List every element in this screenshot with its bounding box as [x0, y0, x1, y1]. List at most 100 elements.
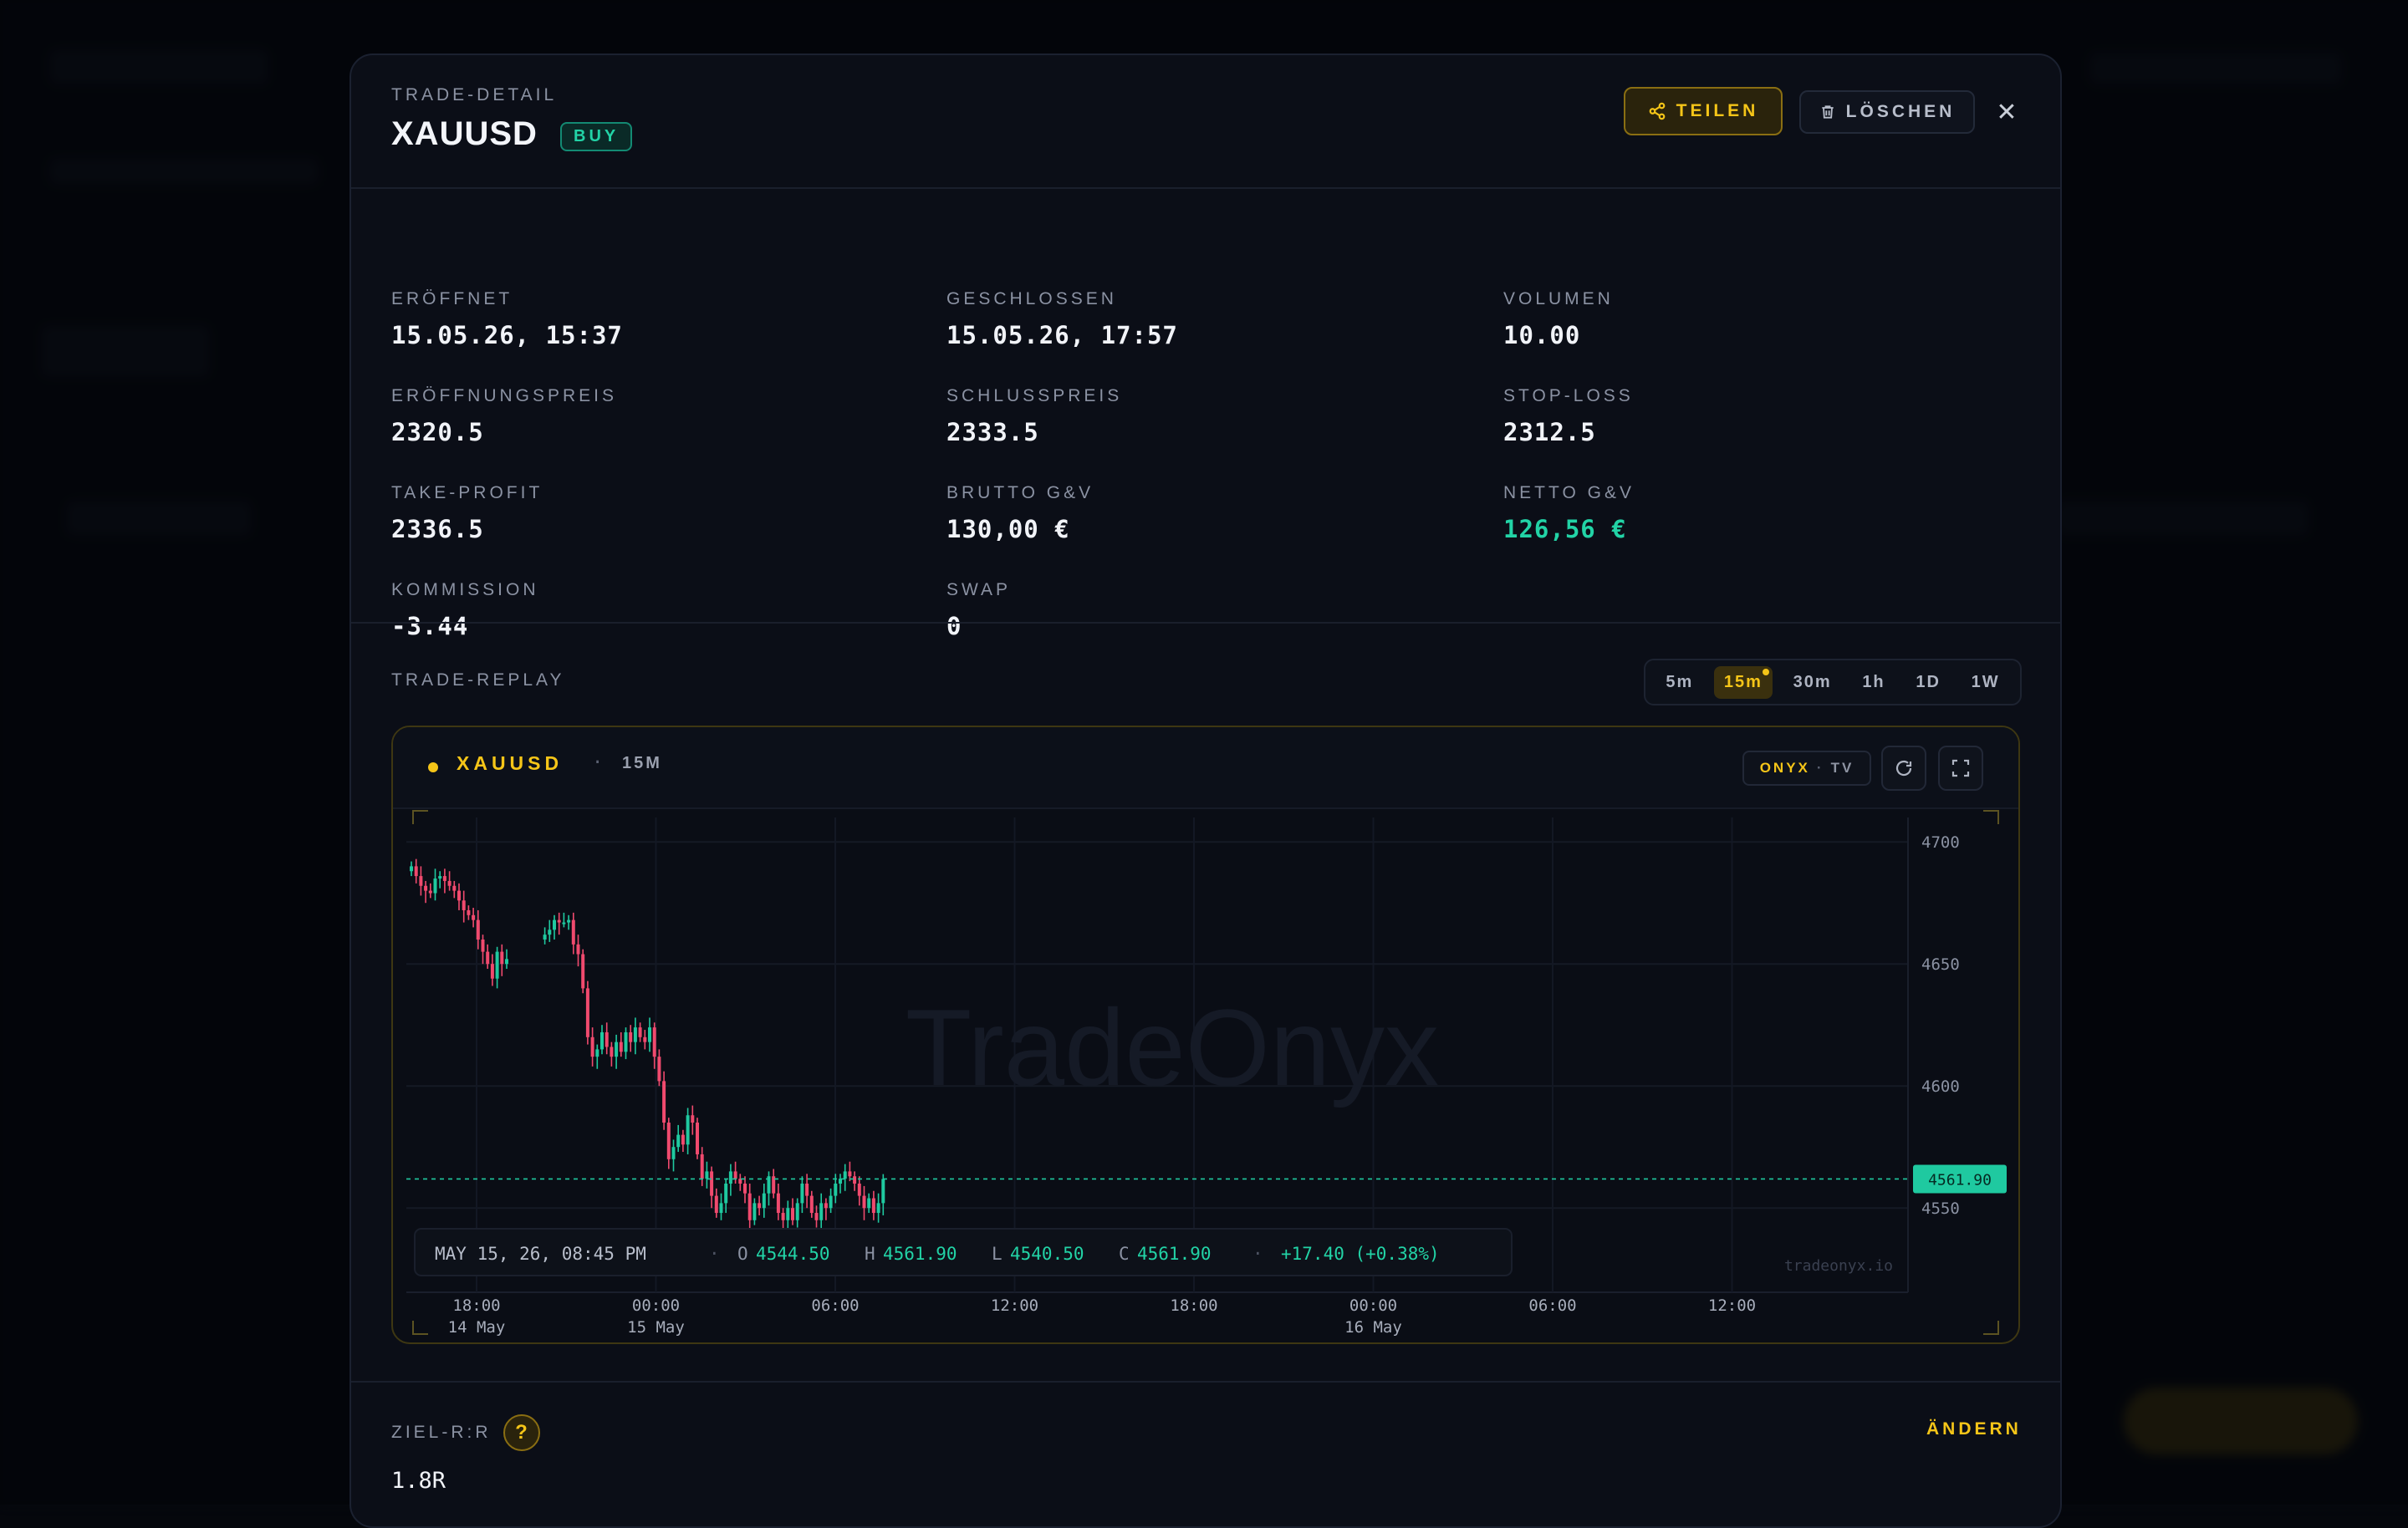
candle-body — [743, 1184, 747, 1194]
chart-timeframe: 15M — [622, 754, 662, 772]
candle-body — [786, 1208, 790, 1220]
candle-body — [557, 919, 561, 923]
candle-body — [829, 1195, 833, 1209]
share-button[interactable]: TEILEN — [1624, 87, 1783, 135]
plot-corner-brackets — [412, 810, 1999, 1335]
candle-body — [848, 1171, 852, 1177]
candle-body — [681, 1134, 685, 1145]
x-tick-label: 12:00 — [1708, 1296, 1756, 1315]
candle-body — [490, 964, 494, 979]
timeframe-5m[interactable]: 5m — [1666, 672, 1694, 691]
target-rr-value: 1.8R — [391, 1468, 446, 1494]
brand-name: ONYX — [1759, 760, 1810, 776]
stat-take-profit: TAKE-PROFIT 2336.5 — [391, 483, 543, 543]
trade-detail-modal: TRADE-DETAIL XAUUSD BUY TEILEN LÖSCHEN ✕… — [349, 53, 2062, 1528]
x-tick-label: 00:00 — [1349, 1296, 1397, 1315]
candle-body — [714, 1195, 718, 1214]
reset-chart-button[interactable] — [1881, 746, 1926, 791]
change-target-button[interactable]: ÄNDERN — [1926, 1419, 2022, 1439]
candle-body — [666, 1123, 671, 1159]
candle-body — [595, 1049, 599, 1057]
chart-separator: · — [592, 752, 604, 773]
candle-body — [791, 1208, 794, 1220]
candle-body — [881, 1179, 885, 1204]
candle-body — [652, 1027, 656, 1057]
candle-body — [691, 1115, 695, 1123]
candle-body — [424, 885, 428, 891]
x-tick-sublabel: 14 May — [448, 1318, 506, 1337]
x-tick-label: 18:00 — [452, 1296, 500, 1315]
candle-body — [553, 919, 556, 930]
brand-separator: · — [1816, 760, 1824, 776]
stat-stop-loss: STOP-LOSS 2312.5 — [1503, 386, 1634, 446]
x-tick-sublabel: 15 May — [627, 1318, 685, 1337]
candle-body — [843, 1171, 847, 1179]
target-rr-label: ZIEL-R:R — [391, 1423, 492, 1442]
candle-body — [495, 951, 499, 979]
candle-body — [710, 1171, 714, 1196]
ohlc-close-label: C — [1119, 1244, 1130, 1264]
stat-net-pnl: NETTO G&V 126,56 € — [1503, 483, 1635, 543]
candle-body — [543, 935, 547, 940]
chart-attribution: tradeonyx.io — [1784, 1257, 1893, 1275]
candle-body — [676, 1134, 681, 1148]
ohlc-open: 4544.50 — [756, 1244, 830, 1264]
timeframe-1w[interactable]: 1W — [1971, 672, 2000, 691]
candle-body — [585, 988, 589, 1037]
delete-button-label: LÖSCHEN — [1845, 102, 1956, 121]
last-price-label: 4561.90 — [1928, 1171, 1992, 1189]
candlestick-plot: TradeOnyx 4700 4650 4600 4550 18:00 14 May 00… — [406, 810, 2007, 1337]
candle-body — [772, 1176, 776, 1194]
candle-body — [476, 919, 480, 940]
ohlc-sep-2: · — [1252, 1244, 1263, 1264]
candle-body — [800, 1184, 804, 1204]
candle-body — [758, 1203, 762, 1209]
stat-closed: GESCHLOSSEN 15.05.26, 17:57 — [946, 289, 1178, 349]
candle-body — [839, 1179, 842, 1184]
candle-body — [728, 1171, 732, 1184]
chart-watermark: TradeOnyx — [906, 986, 1439, 1108]
candle-body — [876, 1203, 880, 1214]
candle-body — [548, 930, 552, 935]
delete-button[interactable]: LÖSCHEN — [1799, 90, 1975, 134]
candle-body — [433, 879, 437, 894]
trash-icon — [1821, 105, 1834, 119]
candle-body — [633, 1027, 637, 1042]
ohlc-bar — [414, 1228, 1513, 1276]
stat-volume: VOLUMEN 10.00 — [1503, 289, 1614, 349]
candle-body — [867, 1198, 871, 1209]
divider — [351, 1381, 2060, 1383]
candle-body — [581, 954, 585, 989]
candle-body — [700, 1154, 704, 1179]
candle-body — [438, 876, 442, 879]
y-tick-label: 4600 — [1921, 1077, 1960, 1096]
candle-body — [862, 1195, 866, 1209]
candle-body — [762, 1193, 766, 1209]
timeframe-1d[interactable]: 1D — [1916, 672, 1941, 691]
candle-body — [462, 900, 466, 910]
candle-body — [733, 1171, 737, 1179]
x-tick-label: 06:00 — [1528, 1296, 1576, 1315]
refresh-icon — [1895, 760, 1912, 777]
ohlc-change: +17.40 (+0.38%) — [1281, 1244, 1440, 1264]
stat-close-price: SCHLUSSPREIS 2333.5 — [946, 386, 1123, 446]
candle-body — [567, 919, 571, 923]
help-icon[interactable]: ? — [503, 1414, 540, 1451]
fullscreen-button[interactable] — [1938, 746, 1983, 791]
timeframe-1h[interactable]: 1h — [1862, 672, 1885, 691]
stat-opened: ERÖFFNET 15.05.26, 15:37 — [391, 289, 623, 349]
timeframe-30m[interactable]: 30m — [1793, 672, 1832, 691]
y-tick-label: 4550 — [1921, 1199, 1960, 1218]
timeframe-15m[interactable]: 15m — [1713, 665, 1773, 699]
candle-body — [662, 1081, 666, 1123]
candle-body — [719, 1203, 723, 1214]
candle-body — [481, 940, 485, 952]
candle-body — [834, 1184, 838, 1196]
stat-swap: SWAP 0 — [946, 580, 1012, 640]
candle-body — [590, 1036, 594, 1057]
target-rr-row: ZIEL-R:R ? — [391, 1414, 540, 1451]
close-icon[interactable]: ✕ — [1996, 97, 2018, 127]
stat-gross-pnl: BRUTTO G&V 130,00 € — [946, 483, 1094, 543]
candle-body — [410, 866, 413, 872]
candle-body — [562, 922, 566, 924]
